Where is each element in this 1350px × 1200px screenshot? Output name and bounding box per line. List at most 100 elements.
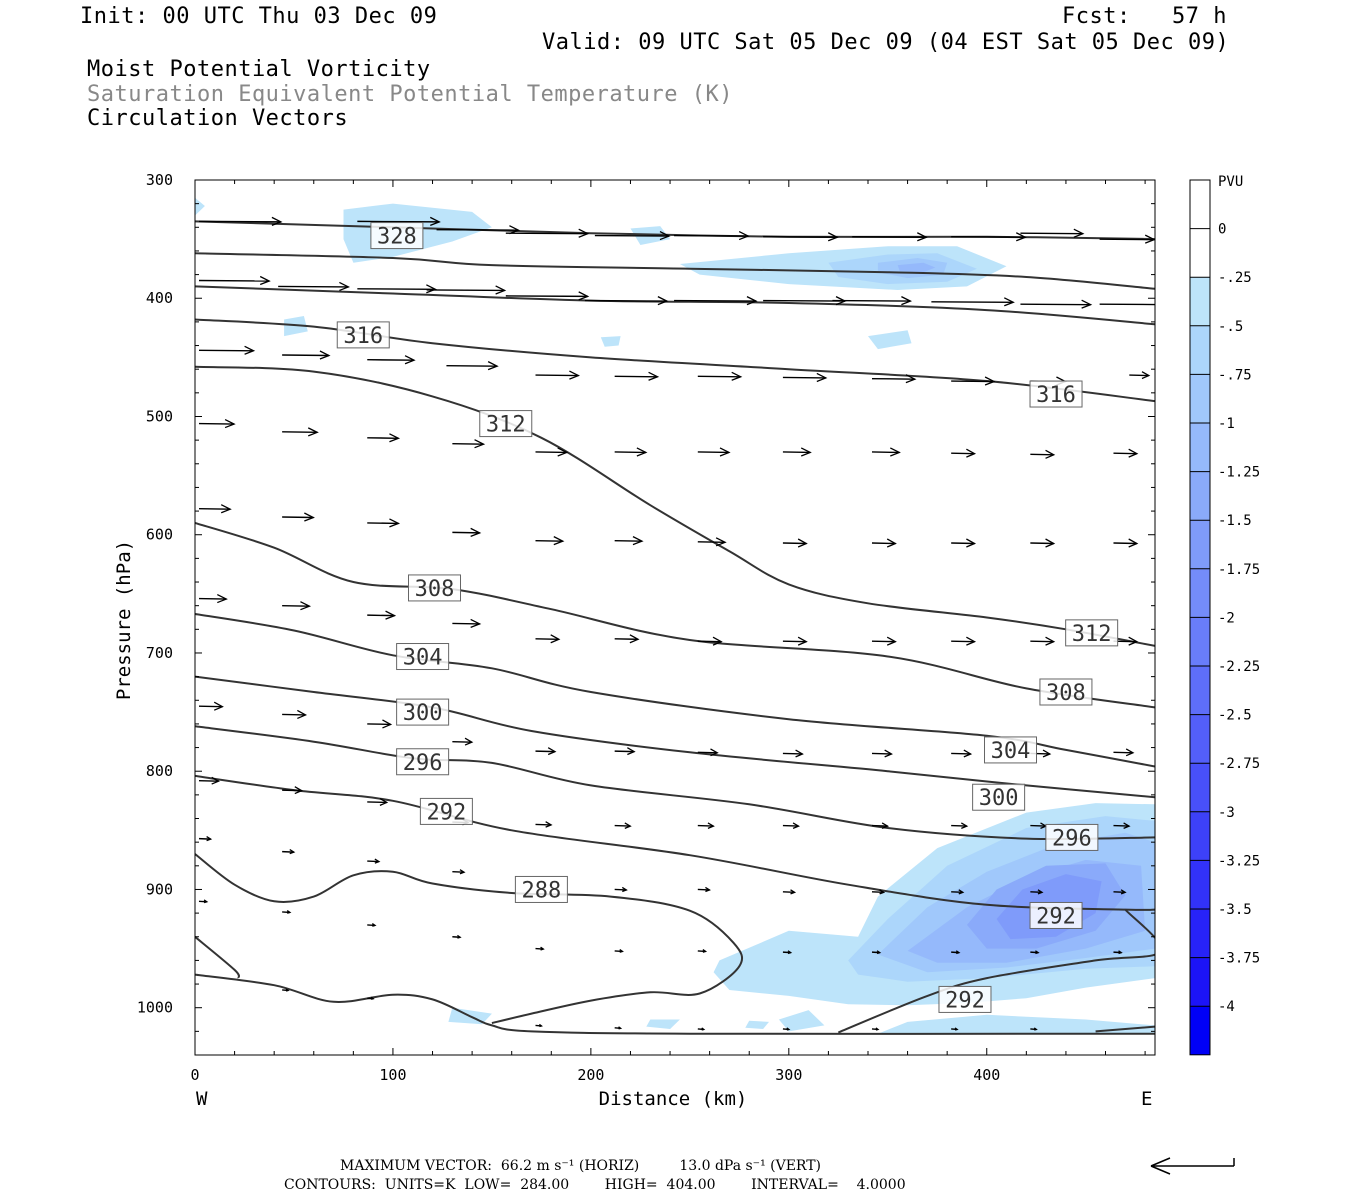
circulation-vector (782, 447, 812, 457)
contour-label: 292 (419, 797, 473, 825)
circulation-vector (367, 610, 397, 620)
circulation-vector (535, 447, 569, 457)
svg-text:308: 308 (415, 577, 455, 602)
circulation-vector (282, 427, 319, 437)
svg-text:300: 300 (403, 701, 443, 726)
east-label: E (1141, 1088, 1152, 1110)
colorbar-label: -2.5 (1218, 708, 1252, 724)
y-tick-label: 500 (146, 407, 173, 425)
circulation-vector (697, 371, 743, 381)
circulation-vector (505, 291, 590, 301)
theta-e-contour (195, 220, 1155, 241)
colorbar-swatch (1190, 568, 1210, 618)
contour-label: 312 (479, 410, 533, 438)
circulation-vector (198, 701, 224, 711)
circulation-vector (367, 797, 389, 806)
colorbar-label: -.75 (1218, 367, 1252, 383)
circulation-vector (452, 618, 482, 629)
west-label: W (196, 1088, 208, 1110)
pv-shade-region (778, 1010, 825, 1032)
contour-label: 308 (1039, 678, 1093, 706)
circulation-vector (535, 536, 565, 546)
circulation-vector (697, 1027, 706, 1031)
circulation-vector (1113, 822, 1131, 829)
svg-text:300: 300 (979, 786, 1019, 811)
circulation-vector (594, 230, 671, 241)
theta-e-contour (1095, 1025, 1155, 1033)
colorbar-swatch (1190, 909, 1210, 958)
field-title-theta: Saturation Equivalent Potential Temperat… (87, 82, 734, 107)
circulation-vector (871, 1027, 880, 1031)
circulation-vector (282, 849, 296, 855)
circulation-vector (282, 350, 331, 360)
y-tick-label: 700 (146, 644, 173, 662)
circulation-vector (282, 601, 312, 611)
colorbar-label: 0 (1218, 222, 1226, 238)
circulation-vector (367, 996, 375, 1000)
circulation-vector (697, 949, 708, 953)
circulation-vector (198, 275, 271, 286)
circulation-vector (1129, 371, 1151, 380)
colorbar-label: -4 (1218, 999, 1235, 1015)
field-title-vectors: Circulation Vectors (87, 106, 349, 131)
circulation-vector (535, 634, 561, 644)
circulation-vector (782, 1027, 791, 1031)
circulation-vector (198, 899, 209, 904)
theta-e-contour (837, 908, 1155, 1034)
pv-shade-region (877, 1014, 1155, 1034)
colorbar-swatch (1190, 763, 1210, 812)
circulation-vector (832, 296, 913, 306)
circulation-vector (1113, 889, 1127, 895)
circulation-vector (367, 433, 401, 443)
circulation-vector (1099, 303, 1155, 306)
circulation-vector (282, 512, 315, 522)
circulation-vector (674, 296, 758, 306)
colorbar-label: -3.5 (1218, 902, 1252, 918)
theta-e-contour (195, 973, 1155, 1035)
circulation-vector (951, 448, 977, 458)
circulation-vector (198, 836, 213, 842)
colorbar-unit: PVU (1218, 174, 1243, 190)
svg-text:292: 292 (1036, 904, 1076, 929)
pv-shade-region (868, 330, 912, 350)
contour-label: 304 (396, 643, 450, 671)
circulation-vector (1113, 538, 1139, 548)
y-tick-label: 300 (146, 171, 173, 189)
circulation-vector (1020, 299, 1093, 309)
circulation-vector (674, 230, 750, 241)
y-tick-label: 1000 (137, 999, 173, 1017)
contour-label: 312 (1065, 619, 1119, 647)
svg-text:312: 312 (1072, 622, 1112, 647)
max-vector-note: MAXIMUM VECTOR: 66.2 m s⁻¹ (HORIZ) 13.0 … (340, 1158, 822, 1174)
colorbar-swatch (1190, 957, 1210, 1007)
circulation-vector (852, 232, 928, 242)
y-axis-label: Pressure (hPa) (113, 540, 135, 700)
circulation-vector (782, 889, 797, 895)
circulation-vector (198, 345, 256, 355)
x-tick-label: 300 (775, 1066, 802, 1084)
colorbar-label: -3.75 (1218, 951, 1260, 967)
theta-e-contour (195, 853, 744, 1025)
circulation-vector (871, 538, 897, 548)
circulation-vector (951, 1027, 959, 1031)
circulation-vector (282, 988, 290, 992)
svg-text:292: 292 (945, 988, 985, 1013)
reference-vector-arrow (1150, 1157, 1235, 1175)
circulation-vector (614, 447, 648, 457)
circulation-vector (782, 822, 800, 829)
theta-e-contour (195, 936, 241, 979)
circulation-vector (782, 950, 793, 955)
init-time: Init: 00 UTC Thu 03 Dec 09 (80, 4, 438, 29)
circulation-vector (763, 232, 839, 242)
circulation-vector (951, 538, 977, 548)
colorbar-swatch (1190, 1006, 1210, 1055)
colorbar-swatch (1190, 860, 1210, 909)
colorbar-label: -1.75 (1218, 562, 1260, 578)
circulation-vector (1113, 748, 1135, 757)
circulation-vector (452, 934, 462, 939)
svg-text:304: 304 (403, 646, 443, 671)
circulation-vector (535, 370, 580, 380)
circulation-vector (782, 538, 808, 548)
circulation-vector (367, 858, 381, 864)
